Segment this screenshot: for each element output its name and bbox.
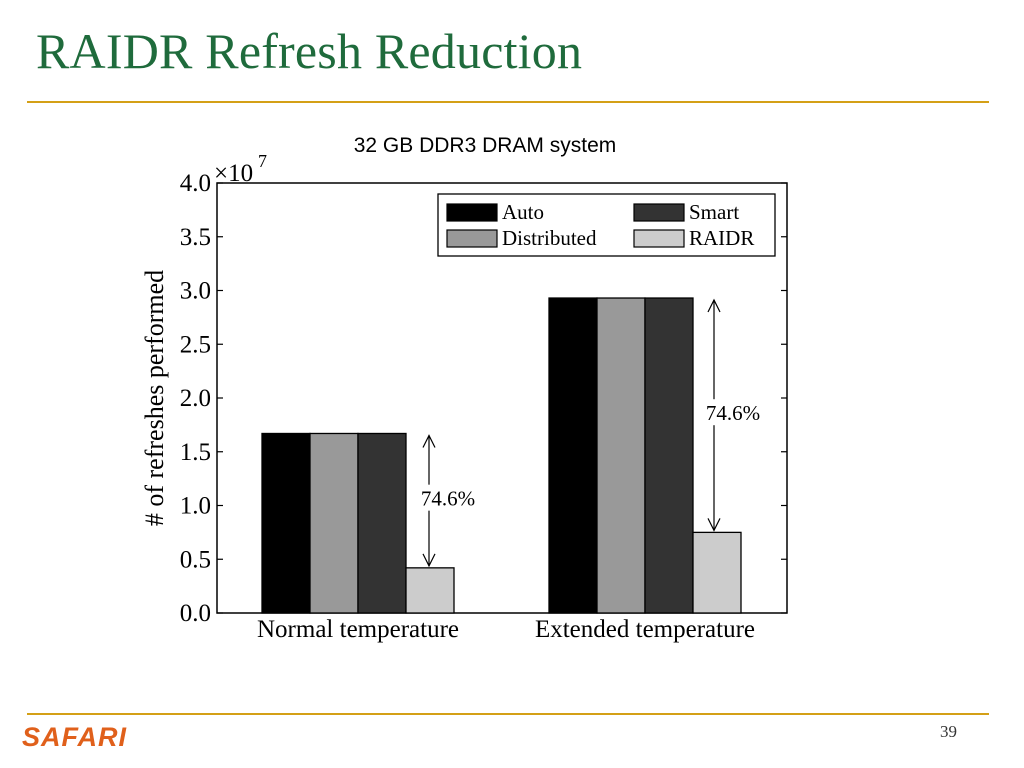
legend-label-raidr: RAIDR bbox=[689, 226, 754, 250]
legend-label-auto: Auto bbox=[502, 200, 544, 224]
bar-auto-extended bbox=[548, 297, 598, 614]
bar-smart-normal bbox=[357, 432, 407, 614]
bar-distributed-normal bbox=[309, 432, 359, 614]
arrow-head-down bbox=[707, 518, 721, 532]
bar-smart-extended bbox=[644, 297, 694, 614]
bar-distributed-extended bbox=[596, 297, 646, 614]
arrow-head-down bbox=[422, 553, 436, 568]
y-multiplier-exponent: 7 bbox=[258, 151, 267, 171]
bar-raidr-normal bbox=[405, 567, 455, 614]
y-tick-label: 1.5 bbox=[180, 439, 211, 466]
footer-divider bbox=[27, 713, 989, 715]
annotation-bg bbox=[699, 399, 767, 426]
y-axis-label: # of refreshes performed bbox=[140, 270, 169, 526]
bar-raidr-extended bbox=[692, 531, 742, 614]
legend-label-distributed: Distributed bbox=[502, 226, 597, 250]
page-number: 39 bbox=[940, 722, 957, 741]
bar-chart: 0.0 0.5 1.0 1.5 2.0 2.5 3.0 3.5 4.0 ×10 7 # of refr… bbox=[140, 151, 788, 643]
arrow-head-up bbox=[707, 298, 721, 313]
y-tick-label: 0.5 bbox=[180, 546, 211, 573]
legend-swatch-raidr bbox=[633, 229, 685, 248]
y-tick-label: 1.0 bbox=[180, 493, 211, 520]
safari-logo: SAFARI bbox=[22, 722, 128, 752]
y-tick-label: 0.0 bbox=[180, 600, 211, 627]
legend-swatch-distributed bbox=[446, 229, 498, 248]
annotation-bg bbox=[414, 484, 482, 511]
legend-label-smart: Smart bbox=[689, 200, 739, 224]
x-tick-label: Normal temperature bbox=[257, 616, 459, 643]
legend-swatch-smart bbox=[633, 203, 685, 222]
y-multiplier-label: ×10 bbox=[214, 160, 253, 187]
chart-title-text: 32 GB DDR3 DRAM system bbox=[353, 134, 617, 157]
bar-auto-normal bbox=[261, 432, 311, 614]
title-divider bbox=[27, 101, 989, 103]
y-tick-label: 2.5 bbox=[180, 331, 211, 358]
y-tick-label: 2.0 bbox=[180, 385, 211, 412]
y-tick-label: 4.0 bbox=[180, 170, 211, 197]
reduction-annotation: 74.6% bbox=[706, 401, 760, 425]
y-tick-label: 3.0 bbox=[180, 278, 211, 305]
y-tick-label: 3.5 bbox=[180, 224, 211, 251]
slide-title: RAIDR Refresh Reduction bbox=[36, 23, 583, 79]
x-tick-label: Extended temperature bbox=[535, 616, 755, 643]
legend-swatch-auto bbox=[446, 203, 498, 222]
arrow-head-up bbox=[422, 434, 436, 448]
chart-title: 32 GB DDR3 DRAM system bbox=[0, 134, 1024, 158]
reduction-annotation: 74.6% bbox=[421, 487, 475, 511]
